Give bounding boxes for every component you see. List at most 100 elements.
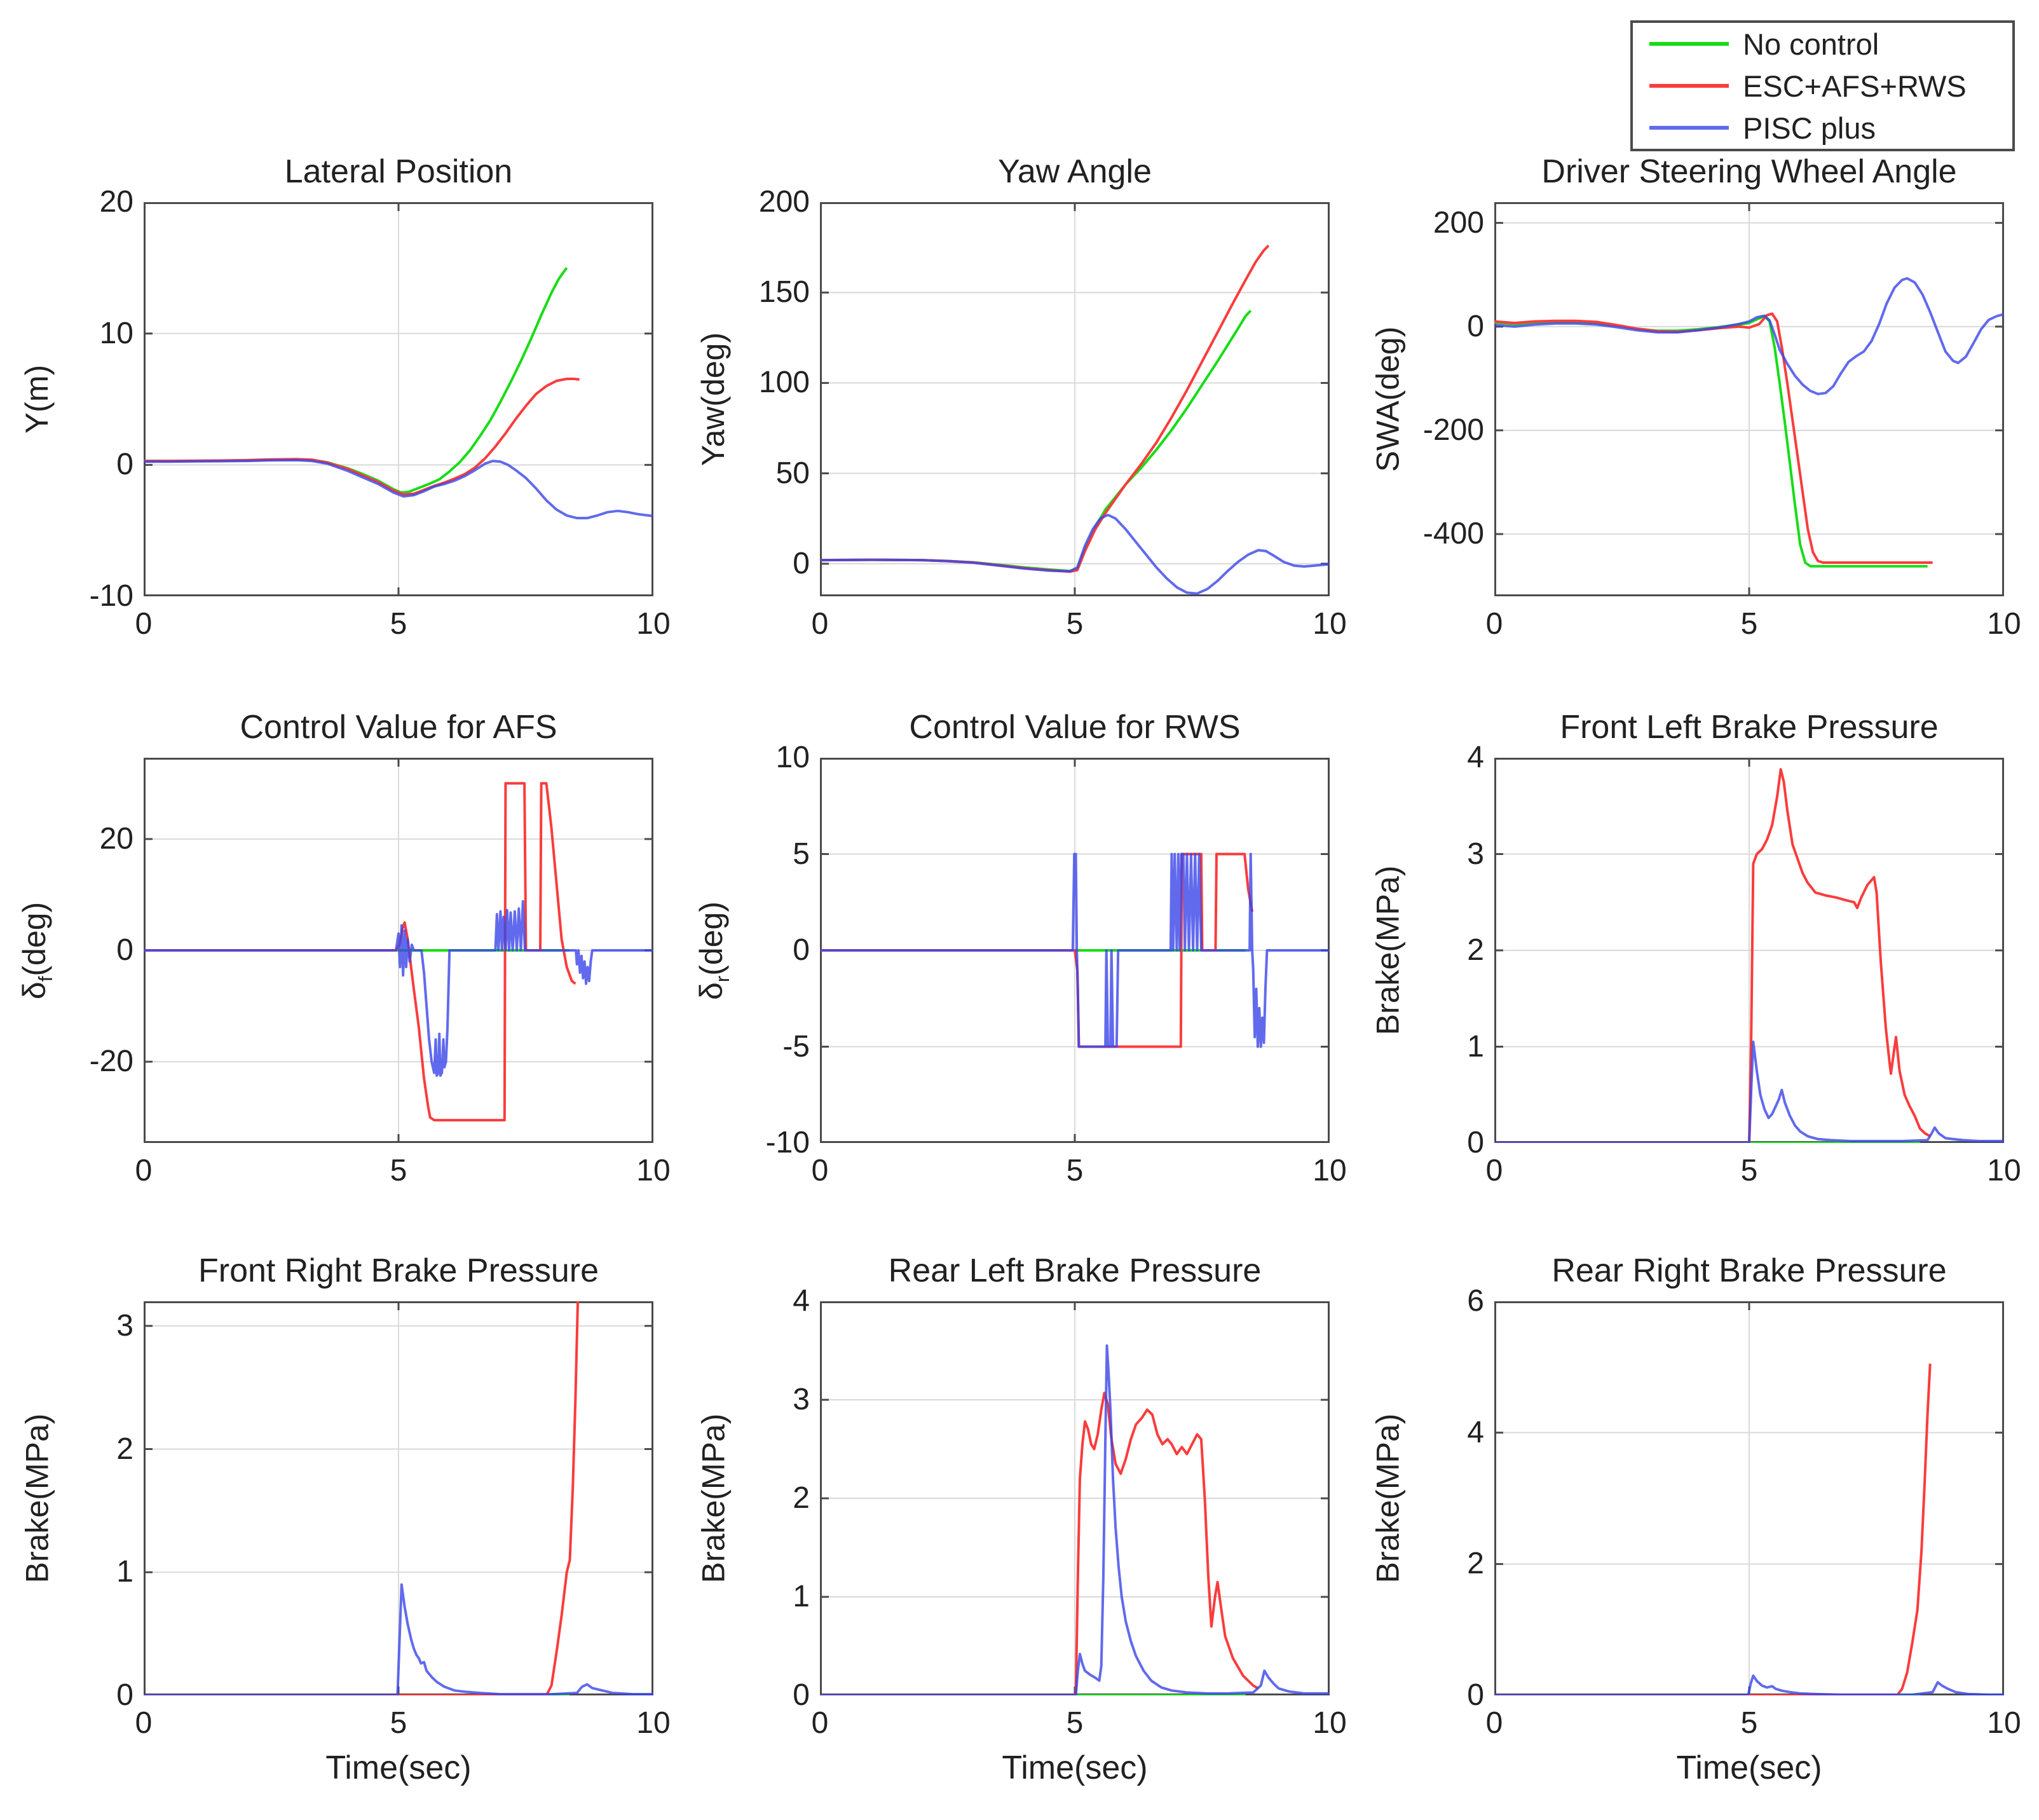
plot-title: Rear Left Brake Pressure — [888, 1252, 1262, 1289]
y-tick-label: -20 — [89, 1044, 133, 1079]
y-tick-label: 3 — [116, 1308, 133, 1343]
plot-area — [144, 202, 653, 596]
series-line-pisc-plus — [1494, 277, 2004, 395]
y-tick-label: 0 — [116, 1678, 133, 1712]
y-tick-label: 0 — [116, 448, 133, 482]
y-axis-label: Brake(MPa) — [1370, 1413, 1406, 1584]
x-tick-label: 0 — [811, 1154, 829, 1187]
x-tick-label: 10 — [1313, 607, 1347, 641]
x-tick-label: 10 — [1313, 1154, 1347, 1187]
x-tick-label: 10 — [1313, 1706, 1347, 1740]
plot-title: Lateral Position — [284, 153, 513, 190]
y-axis-label: Brake(MPa) — [19, 1413, 55, 1584]
y-tick-label: 0 — [1467, 309, 1484, 343]
y-tick-label: 5 — [793, 837, 810, 871]
y-tick-label: 10 — [775, 741, 810, 774]
y-tick-label: 2 — [1467, 1547, 1484, 1581]
x-tick-label: 5 — [1066, 1154, 1084, 1187]
plot-area — [144, 758, 653, 1143]
x-tick-label: 10 — [1987, 1706, 2021, 1740]
plot-title: Driver Steering Wheel Angle — [1541, 153, 1957, 190]
x-tick-label: 5 — [390, 1706, 407, 1740]
y-tick-label: 200 — [1433, 205, 1484, 240]
plot-area — [1494, 758, 2004, 1143]
legend: No control ESC+AFS+RWS PISC plus — [1630, 20, 2015, 151]
plot-area — [820, 1301, 1330, 1695]
series-line-no-control — [1494, 315, 1928, 568]
x-tick-label: 0 — [135, 1154, 153, 1187]
x-tick-label: 5 — [1740, 1154, 1758, 1187]
x-tick-label: 10 — [1987, 607, 2021, 641]
plot-area — [144, 1301, 653, 1695]
y-tick-label: 2 — [116, 1432, 133, 1466]
x-tick-label: 10 — [636, 607, 671, 641]
y-tick-label: 4 — [1467, 1415, 1484, 1449]
y-tick-label: 10 — [99, 316, 133, 350]
y-tick-label: 150 — [758, 275, 810, 310]
y-tick-label: 50 — [775, 456, 810, 490]
plot-area — [1494, 1301, 2004, 1695]
x-tick-label: 10 — [636, 1706, 671, 1740]
x-tick-label: 0 — [811, 1706, 829, 1740]
series-line-no-control — [820, 310, 1252, 573]
x-tick-label: 5 — [1740, 1706, 1758, 1740]
series-line-esc-afs-rws — [820, 1392, 1259, 1695]
y-tick-label: 0 — [793, 546, 810, 580]
y-tick-label: 1 — [793, 1580, 810, 1613]
series-line-no-control — [144, 267, 568, 494]
legend-label: PISC plus — [1743, 111, 1876, 145]
series-line-pisc-plus — [144, 900, 653, 1077]
y-tick-label: -10 — [765, 1126, 810, 1160]
series-line-esc-afs-rws — [144, 1301, 580, 1695]
y-tick-label: 4 — [793, 1284, 810, 1318]
y-tick-label: 0 — [793, 933, 810, 967]
series-line-esc-afs-rws — [1494, 1364, 1932, 1695]
y-tick-label: 2 — [793, 1481, 810, 1515]
series-line-esc-afs-rws — [1494, 768, 1931, 1143]
x-tick-label: 0 — [1485, 1154, 1503, 1187]
plot-title: Front Right Brake Pressure — [198, 1252, 599, 1289]
series-line-pisc-plus — [820, 852, 1330, 1048]
x-tick-label: 0 — [135, 607, 153, 641]
plot-area — [1494, 202, 2004, 596]
series-line-esc-afs-rws — [144, 782, 576, 1122]
series-line-esc-afs-rws — [1494, 312, 1933, 564]
y-tick-label: -400 — [1422, 517, 1484, 551]
legend-label: ESC+AFS+RWS — [1743, 69, 1967, 103]
y-tick-label: 100 — [758, 366, 810, 400]
legend-line-swatch — [1649, 42, 1729, 46]
y-axis-label: Y(m) — [19, 364, 55, 434]
y-tick-label: 4 — [1467, 741, 1484, 774]
series-line-pisc-plus — [1494, 1674, 2004, 1695]
y-tick-label: 3 — [1467, 837, 1484, 871]
plot-area — [820, 758, 1330, 1143]
x-tick-label: 10 — [636, 1154, 671, 1187]
y-tick-label: 0 — [116, 933, 133, 967]
x-tick-label: 5 — [390, 1154, 407, 1187]
y-tick-label: -5 — [782, 1029, 810, 1064]
series-line-pisc-plus — [1494, 1040, 2004, 1143]
x-axis-label: Time(sec) — [1676, 1749, 1822, 1786]
legend-line-swatch — [1649, 84, 1729, 88]
plot-title: Front Left Brake Pressure — [1560, 709, 1939, 746]
legend-line-swatch — [1649, 126, 1729, 130]
x-tick-label: 5 — [1066, 1706, 1084, 1740]
series-line-pisc-plus — [820, 514, 1330, 595]
x-tick-label: 10 — [1987, 1154, 2021, 1187]
y-tick-label: 0 — [1467, 1126, 1484, 1160]
y-tick-label: -200 — [1422, 413, 1484, 447]
plot-area — [820, 202, 1330, 596]
series-line-pisc-plus — [144, 1583, 653, 1695]
y-tick-label: 1 — [116, 1555, 133, 1589]
legend-item-no-control: No control — [1633, 27, 2012, 62]
legend-item-esc-afs-rws: ESC+AFS+RWS — [1633, 69, 2012, 104]
y-tick-label: 3 — [793, 1383, 810, 1416]
y-tick-label: 1 — [1467, 1029, 1484, 1064]
x-axis-label: Time(sec) — [325, 1749, 472, 1786]
x-tick-label: 5 — [390, 607, 407, 641]
y-tick-label: 0 — [1467, 1678, 1484, 1712]
x-tick-label: 5 — [1740, 607, 1758, 641]
plot-title: Yaw Angle — [998, 153, 1152, 190]
x-tick-label: 0 — [1485, 1706, 1503, 1740]
legend-item-pisc-plus: PISC plus — [1633, 111, 2012, 146]
